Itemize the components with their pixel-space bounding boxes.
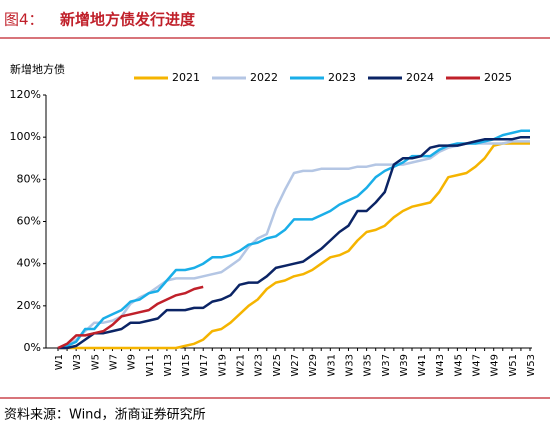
x-tick-label: W21 <box>236 354 247 377</box>
x-tick-label: W53 <box>526 354 537 377</box>
x-tick-label: W1 <box>54 354 65 370</box>
x-tick-label: W23 <box>254 354 265 377</box>
series-line <box>57 285 204 350</box>
chart-title: 新增地方债发行进度 <box>60 11 196 29</box>
x-tick-label: W49 <box>490 354 501 377</box>
x-tick-label: W31 <box>326 354 337 377</box>
legend-label: 2025 <box>484 71 512 84</box>
x-tick-label: W5 <box>90 354 101 370</box>
x-tick-label: W7 <box>108 354 119 370</box>
x-tick-label: W25 <box>272 354 283 377</box>
y-tick-label: 80% <box>17 172 41 185</box>
series-line <box>58 142 530 350</box>
y-tick-label: 100% <box>10 130 41 143</box>
x-tick-label: W37 <box>381 354 392 377</box>
legend-label: 2021 <box>172 71 200 84</box>
y-tick-label: 120% <box>10 88 41 101</box>
x-tick-label: W9 <box>127 354 138 370</box>
x-tick-label: W41 <box>417 354 428 377</box>
y-tick-label: 20% <box>17 299 41 312</box>
y-tick-label: 60% <box>17 215 41 228</box>
legend-label: 2024 <box>406 71 434 84</box>
legend-label: 2023 <box>328 71 356 84</box>
x-tick-label: W11 <box>145 354 156 377</box>
x-tick-label: W17 <box>199 354 210 377</box>
y-tick-label: 0% <box>24 341 41 354</box>
y-tick-label: 40% <box>17 257 41 270</box>
x-tick-label: W27 <box>290 354 301 377</box>
x-tick-label: W15 <box>181 354 192 377</box>
x-tick-label: W35 <box>363 354 374 377</box>
y-axis-label: 新增地方债 <box>10 62 65 76</box>
x-tick-label: W51 <box>508 354 519 377</box>
x-tick-label: W19 <box>217 354 228 377</box>
x-tick-label: W29 <box>308 354 319 377</box>
x-tick-label: W13 <box>163 354 174 377</box>
x-tick-label: W39 <box>399 354 410 377</box>
x-tick-label: W3 <box>72 354 83 370</box>
source: 资料来源：Wind，浙商证券研究所 <box>4 407 206 423</box>
legend-label: 2022 <box>250 71 278 84</box>
figure-label: 图4： <box>4 11 44 29</box>
series-line <box>57 140 530 350</box>
x-tick-label: W45 <box>453 354 464 377</box>
x-tick-label: W43 <box>435 354 446 377</box>
x-tick-label: W47 <box>472 354 483 377</box>
series-line <box>58 135 530 350</box>
x-tick-label: W33 <box>344 354 355 377</box>
